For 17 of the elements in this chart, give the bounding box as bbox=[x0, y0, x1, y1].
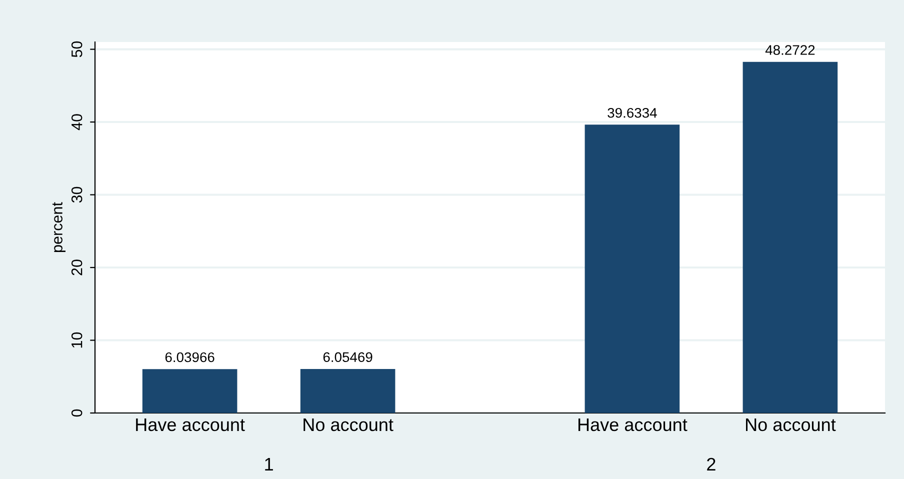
y-tick-label: 40 bbox=[71, 114, 82, 130]
data-label: 48.2722 bbox=[765, 45, 815, 55]
x-tick-label: Have account bbox=[136, 418, 245, 432]
text: 2 bbox=[707, 458, 716, 470]
x-tick-label: Have account bbox=[578, 418, 688, 432]
data-label: 39.6334 bbox=[608, 108, 657, 118]
data-label: 6.03966 bbox=[165, 352, 214, 362]
y-tick-label: 0 bbox=[71, 409, 82, 417]
text: 1 bbox=[265, 458, 273, 470]
y-axis-title: percent bbox=[52, 202, 66, 252]
data-label: 6.05469 bbox=[323, 352, 372, 362]
x-tick-label: No account bbox=[304, 418, 394, 432]
y-tick-label: 50 bbox=[71, 41, 82, 58]
y-tick-label: 30 bbox=[71, 186, 82, 203]
y-tick-label: 10 bbox=[71, 332, 82, 348]
x-tick-label: No account bbox=[746, 418, 836, 432]
y-tick-label: 20 bbox=[71, 260, 82, 276]
